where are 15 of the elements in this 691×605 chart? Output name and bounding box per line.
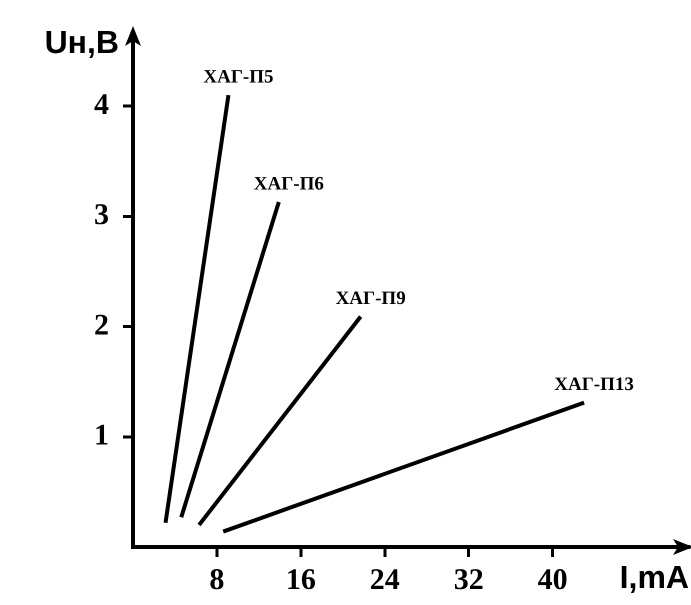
x-axis-title: I,mA [620, 558, 689, 595]
series-label: ХАГ-П5 [203, 66, 274, 88]
x-tick-label: 32 [454, 562, 484, 596]
series-label: ХАГ-П6 [254, 173, 324, 194]
x-tick-label: 8 [209, 562, 224, 596]
y-tick-label: 4 [94, 88, 109, 121]
series-label: ХАГ-П13 [554, 374, 634, 396]
y-tick-label: 3 [94, 198, 109, 232]
x-tick-label: 16 [286, 562, 316, 596]
y-tick-label: 1 [94, 418, 109, 452]
x-tick-label: 24 [370, 562, 400, 596]
series-label: ХАГ-П9 [336, 288, 406, 310]
x-tick-label: 40 [538, 562, 568, 596]
y-axis-title: Uн,В [44, 24, 119, 60]
y-tick-label: 2 [94, 308, 109, 342]
